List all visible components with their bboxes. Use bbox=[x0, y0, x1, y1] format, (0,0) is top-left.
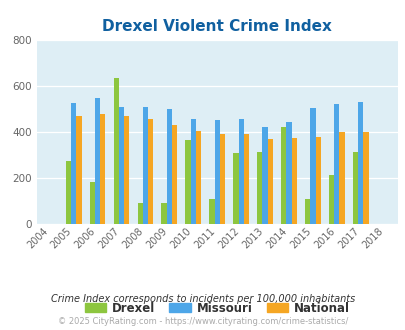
Legend: Drexel, Missouri, National: Drexel, Missouri, National bbox=[80, 297, 354, 319]
Bar bbox=[172, 125, 177, 224]
Bar bbox=[291, 138, 296, 224]
Bar bbox=[352, 152, 357, 224]
Bar bbox=[90, 182, 95, 224]
Bar bbox=[256, 152, 262, 224]
Bar bbox=[71, 103, 76, 224]
Bar bbox=[243, 134, 248, 224]
Bar bbox=[304, 199, 309, 224]
Bar bbox=[161, 203, 166, 224]
Bar bbox=[238, 119, 243, 224]
Bar bbox=[362, 132, 368, 224]
Bar bbox=[137, 203, 143, 224]
Bar bbox=[100, 114, 105, 224]
Bar bbox=[185, 140, 190, 224]
Bar bbox=[309, 108, 315, 224]
Title: Drexel Violent Crime Index: Drexel Violent Crime Index bbox=[102, 19, 331, 34]
Bar bbox=[267, 139, 272, 224]
Bar bbox=[209, 199, 214, 224]
Bar bbox=[66, 161, 71, 224]
Bar bbox=[286, 122, 291, 224]
Bar bbox=[148, 119, 153, 224]
Bar bbox=[280, 127, 286, 224]
Bar bbox=[339, 132, 344, 224]
Bar bbox=[262, 127, 267, 224]
Bar bbox=[143, 107, 148, 224]
Bar bbox=[357, 102, 362, 224]
Bar bbox=[196, 131, 201, 224]
Bar bbox=[328, 176, 333, 224]
Bar bbox=[190, 119, 196, 224]
Text: Crime Index corresponds to incidents per 100,000 inhabitants: Crime Index corresponds to incidents per… bbox=[51, 294, 354, 304]
Bar bbox=[214, 120, 219, 224]
Text: © 2025 CityRating.com - https://www.cityrating.com/crime-statistics/: © 2025 CityRating.com - https://www.city… bbox=[58, 317, 347, 326]
Bar bbox=[95, 98, 100, 224]
Bar bbox=[119, 107, 124, 224]
Bar bbox=[333, 104, 339, 224]
Bar bbox=[315, 137, 320, 224]
Bar bbox=[76, 116, 81, 224]
Bar bbox=[166, 109, 172, 224]
Bar bbox=[219, 134, 224, 224]
Bar bbox=[113, 78, 119, 224]
Bar bbox=[124, 116, 129, 224]
Bar bbox=[232, 153, 238, 224]
